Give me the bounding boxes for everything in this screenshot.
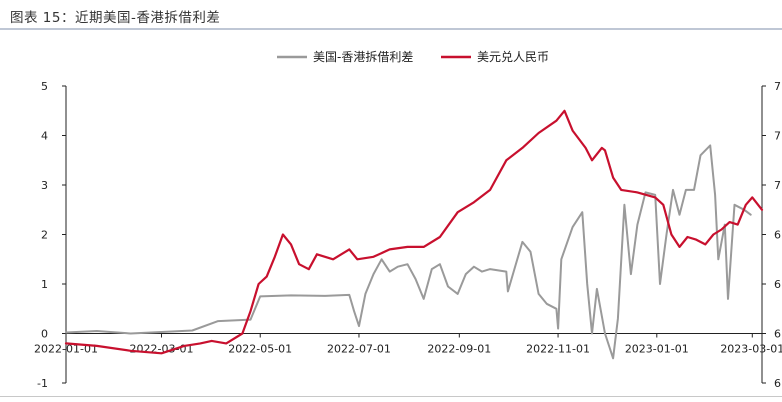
title-divider [0,28,782,30]
y-left-tick-label: 2 [41,229,48,242]
y-right-tick-label: 7.4 [774,80,782,93]
y-right-tick-label: 6.6 [774,278,782,291]
x-tick-label: 2022-11-01 [526,343,590,356]
x-tick-label: 2023-01-01 [625,343,689,356]
x-tick-label: 2022-07-01 [327,343,391,356]
y-right-tick-label: 7.0 [774,179,782,192]
spread-line [65,144,752,360]
y-left-tick-label: -1 [37,377,48,390]
legend-label: 美元兑人民币 [477,50,549,64]
y-right-tick-label: 6.4 [774,328,782,341]
figure-title: 图表 15：近期美国-香港拆借利差 [10,10,221,26]
y-right-tick-label: 6.8 [774,229,782,242]
bottom-divider [0,396,782,397]
x-tick-label: 2023-03-01 [720,343,782,356]
y-left-tick-label: 4 [41,130,48,143]
y-left-tick-label: 3 [41,179,48,192]
y-left-tick-label: 5 [41,80,48,93]
y-right-tick-label: 7.2 [774,130,782,143]
y-left-tick-label: 0 [41,328,48,341]
y-left-tick-label: 1 [41,278,48,291]
legend-label: 美国-香港拆借利差 [313,49,413,64]
x-tick-label: 2022-05-01 [228,343,292,356]
y-right-tick-label: 6.2 [774,377,782,390]
usdcny-line [64,109,764,355]
x-tick-label: 2022-09-01 [427,343,491,356]
